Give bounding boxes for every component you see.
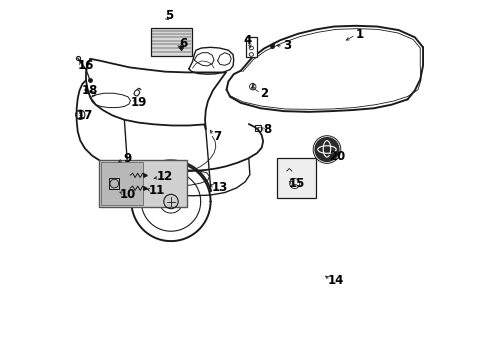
Text: 7: 7	[213, 130, 221, 144]
Text: 19: 19	[130, 96, 146, 109]
Text: 4: 4	[243, 33, 251, 47]
Text: 8: 8	[263, 123, 271, 136]
Text: 9: 9	[123, 152, 132, 165]
Text: 3: 3	[283, 39, 291, 52]
Text: 18: 18	[81, 84, 98, 97]
Circle shape	[313, 136, 340, 163]
Text: 16: 16	[78, 59, 94, 72]
Bar	[245, 37, 256, 57]
Bar	[276, 158, 316, 198]
Text: 13: 13	[211, 181, 227, 194]
Text: 20: 20	[329, 150, 345, 163]
Text: 5: 5	[165, 9, 173, 22]
Text: 6: 6	[179, 37, 187, 50]
Text: 15: 15	[288, 177, 304, 190]
Bar	[150, 28, 191, 56]
Text: 11: 11	[148, 184, 164, 197]
Text: 12: 12	[157, 170, 173, 183]
Text: 10: 10	[120, 188, 136, 201]
Bar	[101, 162, 143, 205]
Text: 1: 1	[354, 28, 363, 41]
Text: 17: 17	[77, 109, 93, 122]
FancyBboxPatch shape	[99, 160, 187, 207]
Text: 14: 14	[327, 274, 344, 287]
Text: 2: 2	[260, 87, 268, 100]
